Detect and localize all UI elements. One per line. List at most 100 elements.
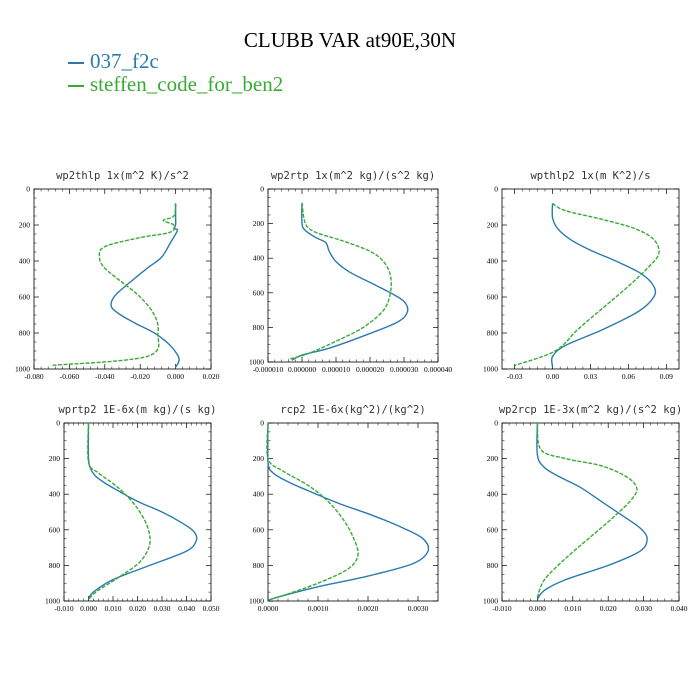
y-tick-label: 1000 — [249, 597, 264, 606]
y-tick-label: 600 — [19, 293, 31, 302]
x-tick-label: 0.03 — [584, 372, 597, 381]
series-line-037-f2c — [536, 422, 648, 600]
y-tick-label: 200 — [487, 454, 499, 463]
figure-title: CLUBB VAR at90E,30N — [243, 28, 457, 52]
y-tick-label: 400 — [253, 254, 265, 263]
series-line-steffen-code-for-ben2 — [514, 202, 660, 367]
series-line-037-f2c — [266, 422, 430, 601]
panel-title: wp2rcp 1E-3x(m^2 kg)/(s^2 kg) — [499, 404, 682, 416]
series-line-steffen-code-for-ben2 — [266, 422, 359, 601]
x-tick-label: 0.040 — [671, 604, 688, 613]
x-tick-label: -0.060 — [60, 372, 80, 381]
x-tick-label: -0.000010 — [253, 365, 284, 374]
y-tick-label: 600 — [253, 525, 265, 534]
series-line-037-f2c — [110, 203, 180, 368]
y-tick-label: 600 — [253, 288, 265, 297]
x-tick-label: -0.020 — [131, 372, 151, 381]
x-tick-label: 0.000 — [167, 372, 184, 381]
y-tick-label: 1000 — [45, 597, 60, 606]
legend-label-1: 037_f2c — [90, 49, 159, 73]
y-tick-label: 0 — [260, 419, 264, 428]
y-tick-label: 200 — [49, 454, 61, 463]
y-tick-label: 1000 — [483, 597, 498, 606]
y-tick-label: 200 — [487, 221, 499, 230]
y-tick-label: 600 — [487, 525, 499, 534]
panel-2: wp2rtp 1x(m^2 kg)/(s^2 kg) -0.000010 0.000… — [249, 170, 452, 374]
x-tick-label: 0.030 — [154, 604, 171, 613]
legend-label-2: steffen_code_for_ben2 — [90, 72, 284, 96]
y-tick-label: 600 — [49, 525, 61, 534]
panel-frame — [501, 422, 680, 602]
x-tick-label: 0.000010 — [322, 365, 350, 374]
y-tick-label: 1000 — [483, 365, 498, 374]
panel-title: rcp2 1E-6x(kg^2)/(kg^2) — [280, 404, 425, 416]
x-tick-label: 0.0020 — [358, 604, 379, 613]
y-tick-label: 800 — [253, 323, 265, 332]
series-line-steffen-code-for-ben2 — [51, 203, 177, 367]
x-tick-label: 0.000020 — [356, 365, 384, 374]
panel-frame — [33, 188, 212, 370]
panel-6: wp2rcp 1E-3x(m^2 kg)/(s^2 kg) -0.010 0.000… — [483, 404, 688, 613]
x-tick-label: 0.000000 — [288, 365, 316, 374]
y-tick-label: 1000 — [249, 358, 264, 367]
x-tick-label: -0.010 — [54, 604, 74, 613]
x-tick-label: 0.09 — [660, 372, 673, 381]
x-tick-label: -0.03 — [507, 372, 523, 381]
y-tick-label: 800 — [487, 561, 499, 570]
x-tick-label: 0.020 — [203, 372, 220, 381]
legend: 037_f2c steffen_code_for_ben2 — [68, 50, 283, 96]
x-tick-label: 0.000040 — [424, 365, 452, 374]
legend-swatch-2 — [68, 85, 84, 88]
y-tick-label: 400 — [19, 257, 31, 266]
series-line-037-f2c — [291, 202, 409, 361]
y-tick-label: 400 — [49, 490, 61, 499]
y-tick-label: 800 — [253, 561, 265, 570]
y-tick-label: 800 — [19, 329, 31, 338]
panel-frame — [63, 422, 212, 602]
x-tick-label: -0.010 — [492, 604, 512, 613]
x-tick-label: 0.040 — [178, 604, 195, 613]
x-tick-label: 0.020 — [129, 604, 146, 613]
x-tick-label: 0.020 — [600, 604, 617, 613]
y-tick-label: 0 — [56, 419, 60, 428]
y-tick-label: 400 — [253, 490, 265, 499]
x-tick-label: 0.0030 — [408, 604, 429, 613]
legend-swatch-1 — [68, 62, 84, 65]
x-tick-label: 0.030 — [635, 604, 652, 613]
series-line-steffen-code-for-ben2 — [536, 422, 638, 598]
series-line-steffen-code-for-ben2 — [87, 422, 151, 600]
x-tick-label: -0.040 — [95, 372, 115, 381]
x-tick-label: 0.0010 — [308, 604, 329, 613]
legend-item-2: steffen_code_for_ben2 — [68, 73, 283, 96]
panel-4: wprtp2 1E-6x(m kg)/(s kg) -0.010 0.000 0.01… — [45, 404, 220, 613]
y-tick-label: 600 — [487, 293, 499, 302]
x-tick-label: 0.010 — [564, 604, 581, 613]
y-tick-label: 200 — [19, 221, 31, 230]
panel-title: wpthlp2 1x(m K^2)/s — [530, 170, 650, 182]
x-tick-label: -0.080 — [24, 372, 44, 381]
x-tick-label: 0.010 — [105, 604, 122, 613]
y-tick-label: 1000 — [15, 365, 30, 374]
y-tick-label: 200 — [253, 454, 265, 463]
panel-5: rcp2 1E-6x(kg^2)/(kg^2) 0.0000 0.0010 0.002… — [249, 404, 439, 613]
legend-item-1: 037_f2c — [68, 50, 283, 73]
x-tick-label: 0.00 — [546, 372, 559, 381]
y-tick-label: 400 — [487, 490, 499, 499]
y-tick-label: 0 — [26, 185, 30, 194]
x-tick-label: 0.000030 — [390, 365, 418, 374]
series-line-steffen-code-for-ben2 — [288, 202, 392, 361]
panel-1: wp2thlp 1x(m^2 K)/s^2 -0.080 -0.060 -0.040 -… — [15, 170, 220, 381]
panel-title: wp2thlp 1x(m^2 K)/s^2 — [56, 170, 189, 182]
x-tick-label: 0.000 — [80, 604, 97, 613]
panel-frame — [267, 188, 439, 363]
y-tick-label: 0 — [494, 419, 498, 428]
y-tick-label: 0 — [260, 185, 264, 194]
y-tick-label: 800 — [49, 561, 61, 570]
panel-3: wpthlp2 1x(m K^2)/s -0.03 0.00 0.03 0.06 0.09… — [483, 170, 680, 381]
y-tick-label: 400 — [487, 257, 499, 266]
x-tick-label: 0.050 — [203, 604, 220, 613]
series-line-037-f2c — [87, 422, 198, 600]
y-tick-label: 800 — [487, 329, 499, 338]
panel-title: wprtp2 1E-6x(m kg)/(s kg) — [58, 404, 216, 416]
